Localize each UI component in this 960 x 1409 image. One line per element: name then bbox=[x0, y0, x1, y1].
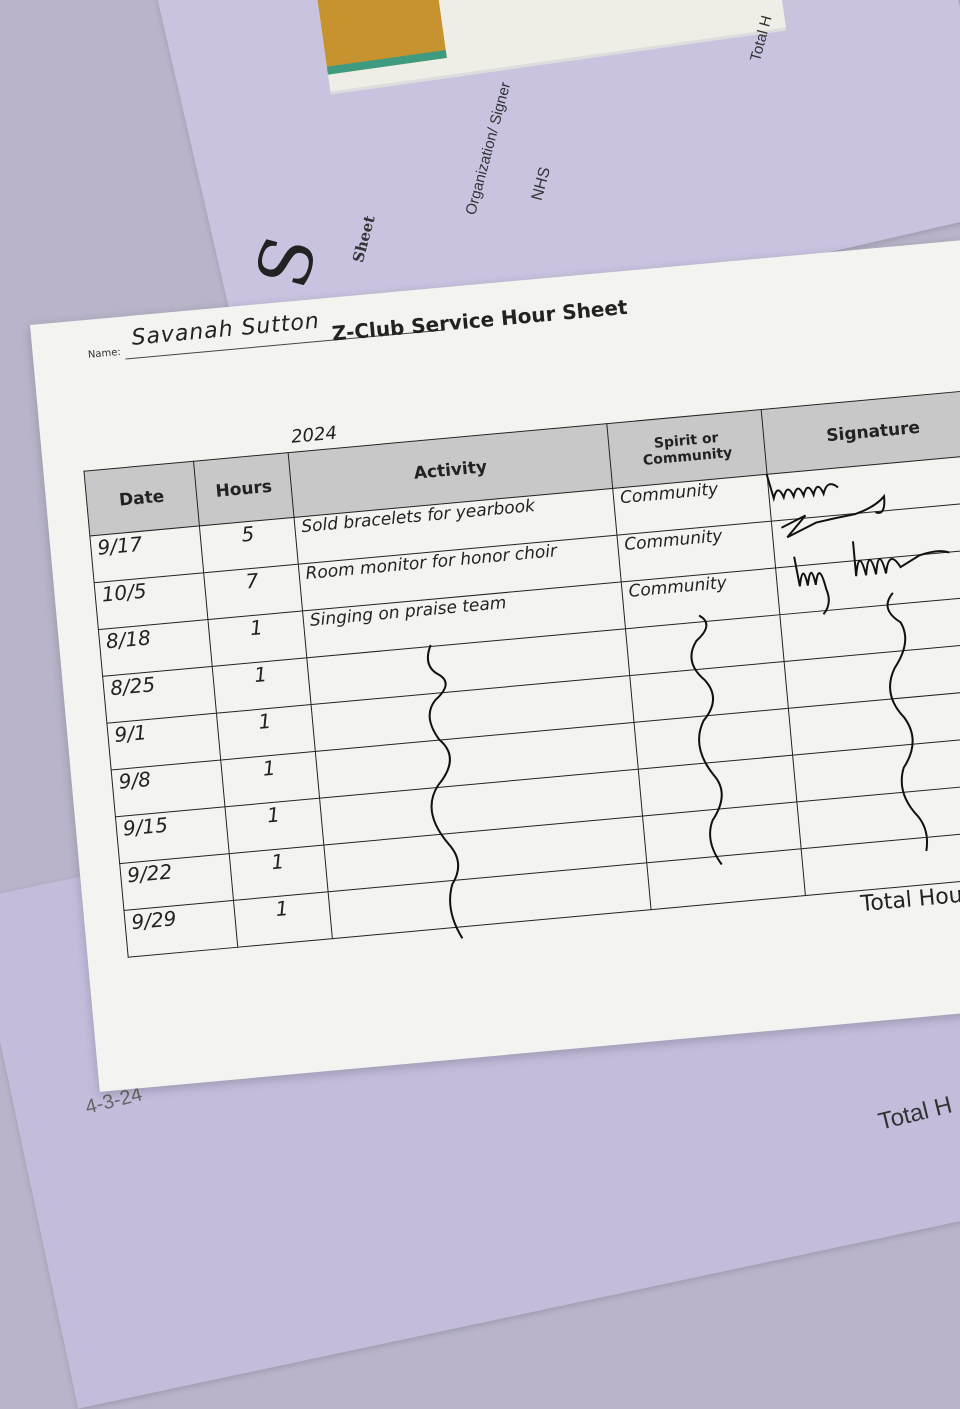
service-hour-sheet: Name: Savanah Sutton Z-Club Service Hour… bbox=[30, 234, 960, 1092]
col-date: Date bbox=[83, 461, 200, 536]
hours-table: Date Hours Activity Spirit or Community … bbox=[83, 389, 960, 958]
col-hours: Hours bbox=[193, 452, 295, 526]
row-hours: 1 bbox=[233, 891, 333, 948]
year-note: 2024 bbox=[290, 422, 338, 448]
name-label: Name: bbox=[87, 346, 122, 361]
page-title: Z-Club Service Hour Sheet bbox=[330, 294, 629, 346]
row-date: 9/29 bbox=[123, 900, 238, 958]
